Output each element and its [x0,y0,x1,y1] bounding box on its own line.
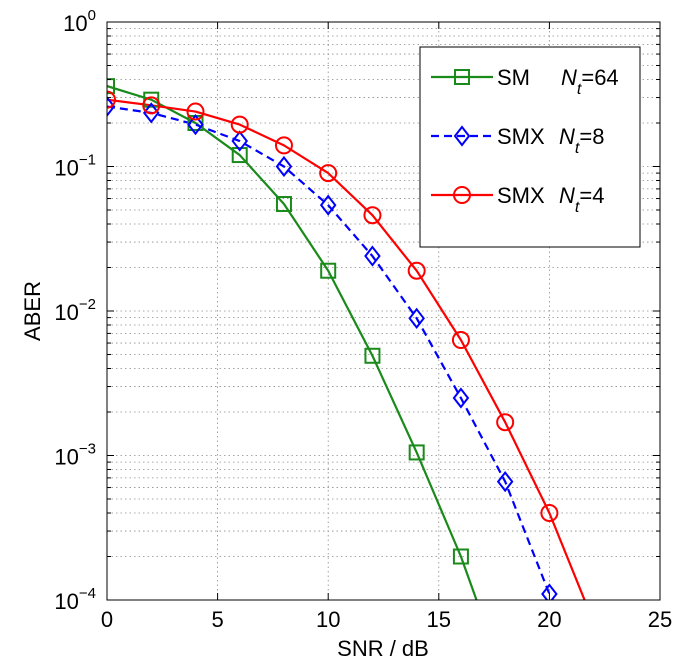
data-point-series-1 [231,147,248,164]
series-line-2 [107,105,551,595]
axis-ticks [106,22,661,601]
data-point-series-3 [451,330,470,349]
y-tick-label: 10−4 [54,585,96,614]
legend-items: SM Nt=64 SMX Nt=8 SMX Nt=4 [431,65,619,216]
legend-label-1: SM Nt=64 [497,65,619,98]
data-point-series-3 [186,102,205,121]
data-point-series-3 [107,90,116,109]
y-axis-label: ABER [20,281,45,341]
legend-item: SMX Nt=4 [431,183,604,216]
data-point-series-2 [187,113,204,136]
data-point-series-1 [452,548,469,565]
data-point-series-3 [363,206,382,225]
series-line-1 [107,85,478,600]
y-tick-label: 10−1 [54,152,96,181]
data-point-series-1 [408,444,425,461]
legend-marker-2 [453,125,471,147]
data-point-series-1 [364,347,381,364]
legend-item: SM Nt=64 [431,65,619,98]
legend-item: SMX Nt=8 [431,124,604,157]
data-point-series-3 [496,413,515,432]
legend-label-3: SMX Nt=4 [497,183,604,216]
y-tick-label: 10−2 [54,296,96,325]
legend-box [419,46,641,248]
data-point-series-2 [275,155,293,178]
x-tick-label: 10 [316,607,340,632]
x-tick-label: 0 [101,607,113,632]
data-point-series-2 [142,102,160,124]
y-tick-label: 100 [63,7,96,36]
data-point-series-1 [320,262,337,279]
data-point-series-3 [142,96,161,115]
data-point-series-1 [143,91,160,108]
data-point-series-2 [496,470,514,493]
marker-layer [107,78,559,600]
x-axis-tick-labels: 0 5 10 15 20 25 [101,607,672,632]
legend: SM Nt=64 SMX Nt=8 SMX Nt=4 [419,46,641,248]
data-point-series-2 [541,583,558,600]
data-point-series-2 [319,194,337,216]
data-point-series-1 [275,196,292,213]
x-tick-label: 5 [211,607,223,632]
legend-marker-1 [454,69,470,85]
data-point-series-2 [231,130,249,152]
data-point-series-3 [274,136,293,155]
y-tick-label: 10−3 [54,441,96,470]
x-tick-label: 15 [427,607,451,632]
x-tick-label: 20 [537,607,561,632]
x-tick-label: 25 [648,607,672,632]
data-point-series-2 [107,95,116,118]
legend-marker-3 [453,186,471,204]
data-point-series-2 [364,245,381,267]
y-axis-tick-labels: 100 10−1 10−2 10−3 10−4 [54,7,96,614]
data-point-series-3 [540,504,559,523]
data-point-series-2 [408,307,425,329]
x-axis-label: SNR / dB [337,636,429,661]
data-point-series-1 [107,78,115,95]
data-point-series-3 [407,261,426,280]
data-point-series-3 [319,164,338,183]
data-point-series-3 [230,115,249,134]
data-point-series-2 [452,387,470,409]
legend-label-2: SMX Nt=8 [497,124,604,157]
